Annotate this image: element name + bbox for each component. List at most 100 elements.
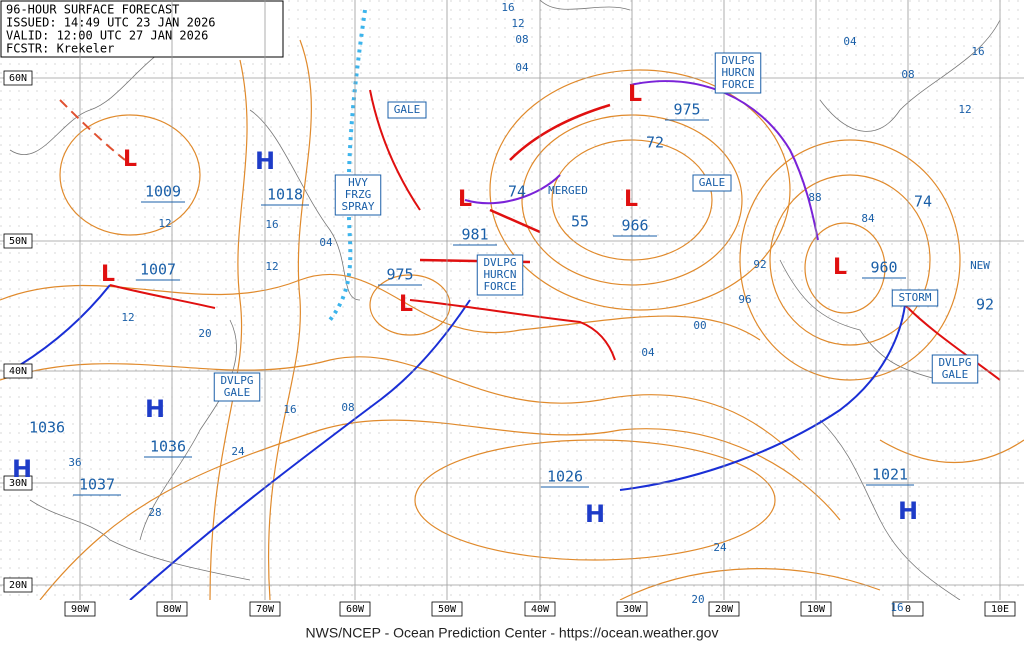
longitude-label-box [339,601,371,617]
isobar-label: 04 [843,35,857,48]
longitude-label-box [616,601,648,617]
isobar-label: 88 [808,191,821,204]
latitude-label: 40N [9,366,27,377]
low-pressure: 975 [673,101,700,119]
coastlines [9,0,1001,601]
isobar-label: 12 [265,260,278,273]
isobar-label: 20 [198,327,211,340]
isobar-label: 08 [901,68,914,81]
warning-box [714,52,762,94]
low-pressure: 1009 [145,183,181,201]
low-pressure: 981 [461,226,488,244]
pressure-label: 72 [646,134,664,152]
low-symbol: L [399,292,413,317]
warning-text: GALE [224,386,251,399]
header-line: 96-HOUR SURFACE FORECAST [6,3,179,17]
longitude-label-box [156,601,188,617]
warning-text: DVLPG [220,374,253,387]
warning-text: FRZG [345,188,372,201]
longitude-label-box [431,601,463,617]
longitude-label: 80W [163,604,182,615]
high-pressure: 1018 [267,186,303,204]
isobar-label: 04 [319,236,333,249]
isobar-label: 96 [738,293,751,306]
longitude-label-box [524,601,556,617]
header-line: FCSTR: Krekeler [6,42,114,56]
isobar-label: 00 [693,319,706,332]
isobar-label: 12 [158,217,171,230]
longitude-label: 50W [438,604,457,615]
low-symbol: L [833,255,847,280]
warning-text: GALE [394,103,421,116]
isobar-label: 16 [283,403,296,416]
high-symbol: H [145,395,165,423]
longitude-label-box [800,601,832,617]
warning-text: MERGED [548,184,588,197]
warning-box [931,354,979,384]
latitude-label-box [3,577,33,593]
warning-text: GALE [942,368,969,381]
latitude-label-box [3,233,33,249]
high-pressure: 1037 [79,476,115,494]
warning-text: DVLPG [721,54,754,67]
longitude-label: 40W [531,604,550,615]
isobar-label: 36 [68,456,81,469]
header-line: ISSUED: 14:49 UTC 23 JAN 2026 [6,16,216,30]
warning-text: DVLPG [483,256,516,269]
latitude-label: 60N [9,73,27,84]
low-pressure: 1007 [140,261,176,279]
isobar-label: 08 [515,33,528,46]
latitude-label: 20N [9,580,27,591]
longitude-label-box [249,601,281,617]
warning-text: GALE [699,176,726,189]
high-symbol: H [898,497,918,525]
isobar-label: 16 [890,601,903,614]
warning-text: FORCE [721,78,754,91]
longitude-label: 10W [807,604,826,615]
warning-box [891,289,939,307]
low-symbol: L [101,262,115,287]
latitude-label-box [3,475,33,491]
longitude-label-box [984,601,1016,617]
footer: NWS/NCEP - Ocean Prediction Center - htt… [306,625,719,641]
isobar-label: 24 [713,541,727,554]
high-symbol: H [585,500,605,528]
high-pressure: 1036 [150,438,186,456]
high-pressure: 1021 [872,466,908,484]
longitude-label-box [892,601,924,617]
low-symbol: L [628,82,642,107]
warning-text: NEW [970,259,990,272]
latitude-label-box [3,363,33,379]
warning-text: STORM [898,291,931,304]
isobar-label: 08 [341,401,354,414]
warning-text: HURCN [483,268,516,281]
map-background [0,0,1024,600]
latitude-label-box [3,70,33,86]
longitude-label: 20W [715,604,734,615]
low-pressure: 960 [870,259,897,277]
low-symbol: L [624,187,638,212]
latitude-label: 50N [9,236,27,247]
pressure-label: 74 [914,193,932,211]
low-symbol: L [123,147,137,172]
header-line: VALID: 12:00 UTC 27 JAN 2026 [6,29,208,43]
header-box [0,0,284,58]
pressure-label: 1036 [29,419,65,437]
warning-box [387,101,427,119]
longitude-label: 10E [991,604,1009,615]
isobar-label: 12 [511,17,524,30]
warning-box [334,174,382,216]
isobar-label: 20 [691,593,704,606]
isobar-label: 92 [753,258,766,271]
isobar-label: 16 [265,218,278,231]
high-symbol: H [255,147,275,175]
longitude-label-box [708,601,740,617]
isobar-label: 24 [231,445,245,458]
pressure-label: 92 [976,296,994,314]
longitude-label: 70W [256,604,275,615]
low-pressure: 966 [621,217,648,235]
pressure-label: 74 [508,183,526,201]
isobars [0,39,1024,601]
low-pressure: 975 [386,266,413,284]
